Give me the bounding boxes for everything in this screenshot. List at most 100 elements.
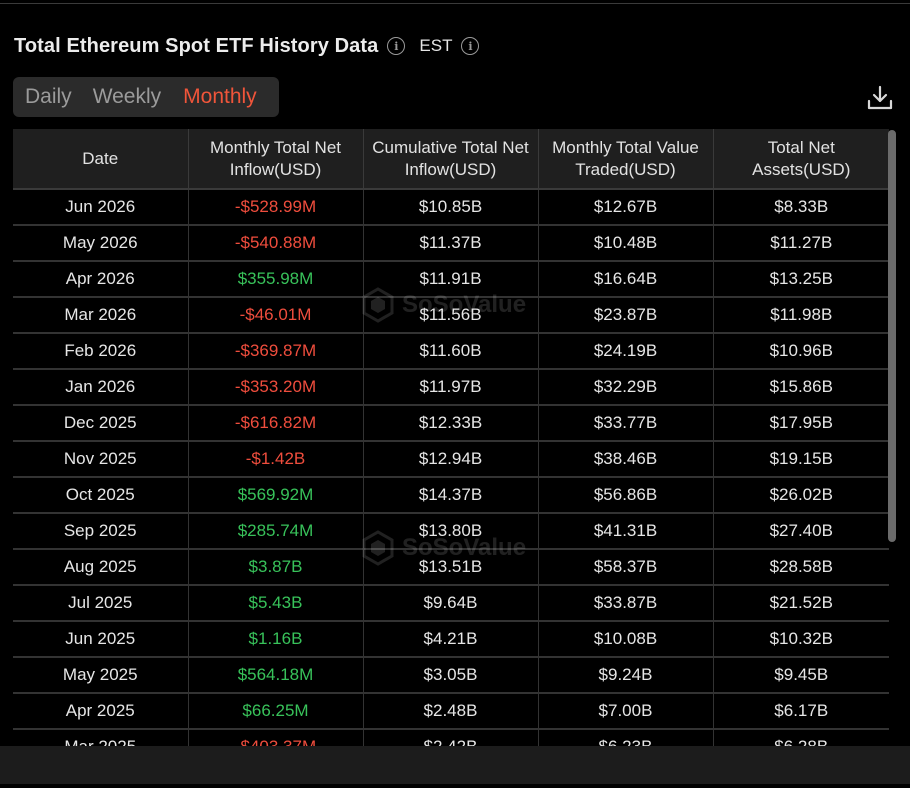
cell-cumulative-inflow: $11.56B bbox=[363, 297, 539, 334]
column-header-date[interactable]: Date bbox=[13, 129, 189, 190]
cell-cumulative-inflow: $9.64B bbox=[363, 585, 539, 622]
download-button[interactable] bbox=[866, 84, 894, 112]
cell-value-traded: $10.48B bbox=[538, 225, 714, 262]
info-icon[interactable]: i bbox=[387, 37, 406, 55]
table-row[interactable]: Feb 2026 -$369.87M $11.60B $24.19B $10.96B bbox=[13, 333, 889, 370]
cell-net-inflow: -$369.87M bbox=[188, 333, 364, 370]
cell-value-traded: $58.37B bbox=[538, 549, 714, 586]
table-row[interactable]: Jun 2025 $1.16B $4.21B $10.08B $10.32B bbox=[13, 621, 889, 658]
cell-cumulative-inflow: $13.80B bbox=[363, 513, 539, 550]
cell-cumulative-inflow: $11.97B bbox=[363, 369, 539, 406]
cell-net-assets: $28.58B bbox=[713, 549, 889, 586]
cell-date: Feb 2026 bbox=[13, 333, 189, 370]
cell-value-traded: $33.87B bbox=[538, 585, 714, 622]
tab-monthly[interactable]: Monthly bbox=[183, 85, 257, 108]
download-icon bbox=[867, 85, 893, 110]
table-row[interactable]: May 2025 $564.18M $3.05B $9.24B $9.45B bbox=[13, 657, 889, 694]
timezone-info-icon[interactable]: i bbox=[461, 37, 480, 55]
cell-date: Sep 2025 bbox=[13, 513, 189, 550]
cell-date: Apr 2026 bbox=[13, 261, 189, 298]
column-header-cumulative-inflow[interactable]: Cumulative Total Net Inflow(USD) bbox=[363, 129, 539, 190]
cell-net-assets: $10.96B bbox=[713, 333, 889, 370]
cell-net-assets: $19.15B bbox=[713, 441, 889, 478]
table-row[interactable]: Apr 2026 $355.98M $11.91B $16.64B $13.25B bbox=[13, 261, 889, 298]
cell-net-assets: $6.28B bbox=[713, 729, 889, 746]
cell-value-traded: $10.08B bbox=[538, 621, 714, 658]
history-table-container[interactable]: Date Monthly Total Net Inflow(USD) Cumul… bbox=[13, 129, 897, 746]
cell-date: Jun 2026 bbox=[13, 189, 189, 226]
cell-net-inflow: $564.18M bbox=[188, 657, 364, 694]
cell-date: Oct 2025 bbox=[13, 477, 189, 514]
cell-cumulative-inflow: $4.21B bbox=[363, 621, 539, 658]
bottom-bar bbox=[0, 746, 910, 784]
cell-date: May 2026 bbox=[13, 225, 189, 262]
table-scrollbar[interactable] bbox=[888, 130, 896, 542]
cell-value-traded: $12.67B bbox=[538, 189, 714, 226]
cell-date: Apr 2025 bbox=[13, 693, 189, 730]
top-divider bbox=[0, 3, 910, 4]
cell-value-traded: $7.00B bbox=[538, 693, 714, 730]
cell-net-inflow: -$403.37M bbox=[188, 729, 364, 746]
cell-value-traded: $6.23B bbox=[538, 729, 714, 746]
table-row[interactable]: Apr 2025 $66.25M $2.48B $7.00B $6.17B bbox=[13, 693, 889, 730]
column-header-net-inflow[interactable]: Monthly Total Net Inflow(USD) bbox=[188, 129, 364, 190]
table-row[interactable]: Jan 2026 -$353.20M $11.97B $32.29B $15.86B bbox=[13, 369, 889, 406]
tab-daily[interactable]: Daily bbox=[25, 85, 72, 108]
cell-date: Jul 2025 bbox=[13, 585, 189, 622]
cell-net-inflow: $5.43B bbox=[188, 585, 364, 622]
cell-date: Jun 2025 bbox=[13, 621, 189, 658]
table-row[interactable]: Nov 2025 -$1.42B $12.94B $38.46B $19.15B bbox=[13, 441, 889, 478]
cell-net-assets: $26.02B bbox=[713, 477, 889, 514]
cell-date: Mar 2025 bbox=[13, 729, 189, 746]
cell-net-inflow: $569.92M bbox=[188, 477, 364, 514]
column-header-value-traded[interactable]: Monthly Total Value Traded(USD) bbox=[538, 129, 714, 190]
cell-net-inflow: -$353.20M bbox=[188, 369, 364, 406]
cell-date: Dec 2025 bbox=[13, 405, 189, 442]
cell-cumulative-inflow: $2.48B bbox=[363, 693, 539, 730]
cell-net-inflow: -$528.99M bbox=[188, 189, 364, 226]
cell-net-assets: $27.40B bbox=[713, 513, 889, 550]
cell-date: Nov 2025 bbox=[13, 441, 189, 478]
cell-net-assets: $6.17B bbox=[713, 693, 889, 730]
cell-net-inflow: $355.98M bbox=[188, 261, 364, 298]
cell-net-inflow: $1.16B bbox=[188, 621, 364, 658]
table-row[interactable]: Mar 2026 -$46.01M $11.56B $23.87B $11.98B bbox=[13, 297, 889, 334]
page-title: Total Ethereum Spot ETF History Data bbox=[14, 34, 379, 57]
cell-net-inflow: -$1.42B bbox=[188, 441, 364, 478]
cell-value-traded: $32.29B bbox=[538, 369, 714, 406]
cell-value-traded: $24.19B bbox=[538, 333, 714, 370]
cell-net-assets: $10.32B bbox=[713, 621, 889, 658]
cell-cumulative-inflow: $10.85B bbox=[363, 189, 539, 226]
cell-net-inflow: $66.25M bbox=[188, 693, 364, 730]
cell-date: May 2025 bbox=[13, 657, 189, 694]
cell-value-traded: $38.46B bbox=[538, 441, 714, 478]
table-row[interactable]: Aug 2025 $3.87B $13.51B $58.37B $28.58B bbox=[13, 549, 889, 586]
cell-date: Mar 2026 bbox=[13, 297, 189, 334]
table-row[interactable]: May 2026 -$540.88M $11.37B $10.48B $11.27B bbox=[13, 225, 889, 262]
cell-net-inflow: -$46.01M bbox=[188, 297, 364, 334]
tab-weekly[interactable]: Weekly bbox=[92, 85, 162, 108]
cell-cumulative-inflow: $2.42B bbox=[363, 729, 539, 746]
table-row[interactable]: Jul 2025 $5.43B $9.64B $33.87B $21.52B bbox=[13, 585, 889, 622]
panel-header: Total Ethereum Spot ETF History Data i E… bbox=[14, 32, 480, 60]
table-body: Jun 2026 -$528.99M $10.85B $12.67B $8.33B May… bbox=[13, 189, 889, 746]
table-row[interactable]: Sep 2025 $285.74M $13.80B $41.31B $27.40B bbox=[13, 513, 889, 550]
cell-net-inflow: -$616.82M bbox=[188, 405, 364, 442]
table-header-row: Date Monthly Total Net Inflow(USD) Cumul… bbox=[13, 129, 889, 190]
table-row[interactable]: Oct 2025 $569.92M $14.37B $56.86B $26.02B bbox=[13, 477, 889, 514]
timezone-label: EST bbox=[419, 36, 453, 55]
cell-net-assets: $13.25B bbox=[713, 261, 889, 298]
cell-cumulative-inflow: $11.37B bbox=[363, 225, 539, 262]
cell-net-assets: $9.45B bbox=[713, 657, 889, 694]
table-row[interactable]: Mar 2025-$403.37M$2.42B$6.23B$6.28B bbox=[13, 729, 889, 746]
cell-date: Jan 2026 bbox=[13, 369, 189, 406]
table-row[interactable]: Dec 2025 -$616.82M $12.33B $33.77B $17.95B bbox=[13, 405, 889, 442]
cell-net-assets: $8.33B bbox=[713, 189, 889, 226]
cell-cumulative-inflow: $12.94B bbox=[363, 441, 539, 478]
column-header-net-assets[interactable]: Total Net Assets(USD) bbox=[713, 129, 889, 190]
cell-net-inflow: -$540.88M bbox=[188, 225, 364, 262]
table-row[interactable]: Jun 2026 -$528.99M $10.85B $12.67B $8.33B bbox=[13, 189, 889, 226]
history-table: Date Monthly Total Net Inflow(USD) Cumul… bbox=[13, 129, 889, 746]
cell-net-assets: $15.86B bbox=[713, 369, 889, 406]
